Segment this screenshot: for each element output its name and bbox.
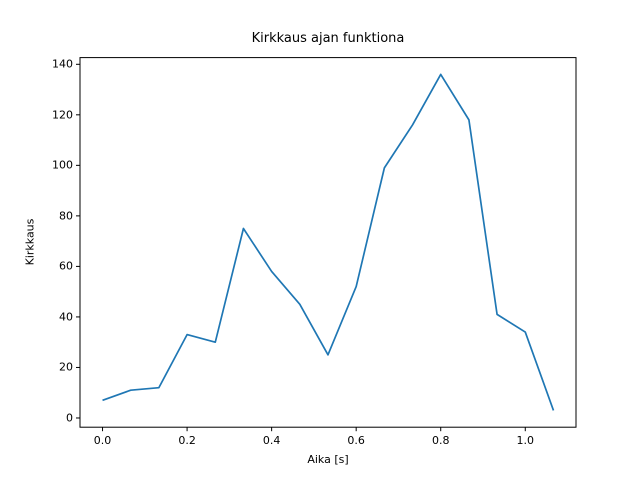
y-tick-label: 80	[59, 209, 73, 223]
x-tick-label: 0.6	[347, 434, 365, 448]
y-tick-label: 140	[52, 57, 73, 71]
y-tick-label: 20	[59, 360, 73, 374]
chart-title: Kirkkaus ajan funktiona	[251, 31, 405, 46]
y-tick-label: 100	[52, 158, 73, 172]
x-tick-label: 1.0	[516, 434, 535, 448]
y-tick-label: 120	[52, 108, 73, 122]
y-tick-label: 40	[59, 310, 73, 324]
y-tick-label: 60	[59, 259, 73, 273]
axes-spines	[79, 57, 577, 428]
x-tick-label: 0.4	[262, 434, 281, 448]
x-tick-label: 0.0	[93, 434, 112, 448]
y-tick-label: 0	[66, 411, 73, 425]
y-axis-label: Kirkkaus	[23, 218, 37, 266]
x-axis-label: Aika [s]	[307, 453, 349, 466]
data-line	[102, 73, 555, 411]
x-tick-label: 0.2	[178, 434, 196, 448]
x-tick-label: 0.8	[431, 434, 450, 448]
